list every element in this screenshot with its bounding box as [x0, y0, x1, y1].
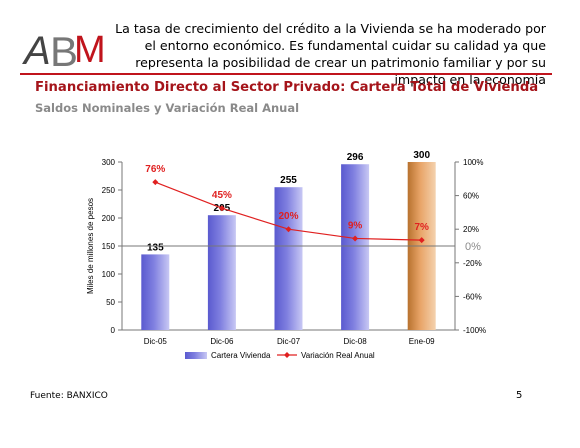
- legend-swatch-bar: [185, 352, 207, 359]
- bar-value-label: 300: [413, 150, 430, 161]
- growth-value-label: 7%: [414, 222, 429, 233]
- bar-value-label: 296: [347, 152, 364, 163]
- y2-tick-label: 20%: [463, 225, 479, 234]
- bar: [341, 164, 370, 330]
- y2-tick-label: -20%: [463, 259, 482, 268]
- reference-line-label: 0%: [465, 241, 481, 253]
- growth-point: [352, 235, 359, 242]
- y-tick-label: 50: [106, 298, 115, 307]
- x-tick-label: Dic-08: [344, 337, 368, 346]
- y-tick-label: 200: [102, 214, 116, 223]
- growth-point: [152, 179, 159, 186]
- y2-tick-label: -100%: [463, 326, 486, 335]
- y2-tick-label: 60%: [463, 192, 479, 201]
- growth-point: [218, 205, 225, 212]
- y-tick-label: 0: [111, 326, 116, 335]
- bar: [141, 254, 170, 330]
- y-tick-label: 250: [102, 186, 116, 195]
- growth-point: [285, 226, 292, 233]
- legend-swatch-marker: [284, 352, 290, 358]
- y-tick-label: 100: [102, 270, 116, 279]
- slide-subtitle: Saldos Nominales y Variación Real Anual: [35, 101, 300, 115]
- growth-value-label: 9%: [348, 220, 363, 231]
- header-message: La tasa de crecimiento del crédito a la …: [115, 21, 546, 87]
- housing-credit-chart: 0 50 100 150 200 250 300 -100% -60% -20% 20% 60% 100…: [86, 150, 486, 360]
- y2-tick-label: 100%: [463, 158, 483, 167]
- source-note: Fuente: BANXICO: [30, 391, 108, 401]
- bar-value-label: 255: [280, 175, 297, 186]
- page-number: 5: [516, 390, 523, 401]
- growth-value-label: 76%: [145, 164, 165, 175]
- header-divider: [20, 73, 552, 75]
- y-axis-label: Miles de millones de pesos: [86, 198, 95, 294]
- x-tick-label: Dic-06: [210, 337, 234, 346]
- abm-logo: A B M: [22, 28, 106, 72]
- x-tick-label: Dic-05: [144, 337, 168, 346]
- x-tick-label: Dic-07: [277, 337, 301, 346]
- x-tick-label: Ene-09: [409, 337, 435, 346]
- slide-title: Financiamiento Directo al Sector Privado…: [35, 80, 539, 95]
- svg-text:A: A: [22, 29, 51, 72]
- svg-text:B: B: [50, 28, 78, 72]
- legend-label-line: Variación Real Anual: [301, 351, 375, 360]
- legend-label-bar: Cartera Vivienda: [211, 351, 271, 360]
- growth-value-label: 45%: [212, 190, 232, 201]
- y2-tick-label: -60%: [463, 292, 482, 301]
- bar-value-label: 135: [147, 242, 164, 253]
- y-tick-label: 150: [102, 242, 116, 251]
- y-tick-label: 300: [102, 158, 116, 167]
- bar: [274, 187, 303, 330]
- growth-point: [418, 237, 425, 244]
- svg-text:M: M: [74, 29, 106, 71]
- bar: [207, 215, 236, 330]
- growth-value-label: 20%: [278, 211, 298, 222]
